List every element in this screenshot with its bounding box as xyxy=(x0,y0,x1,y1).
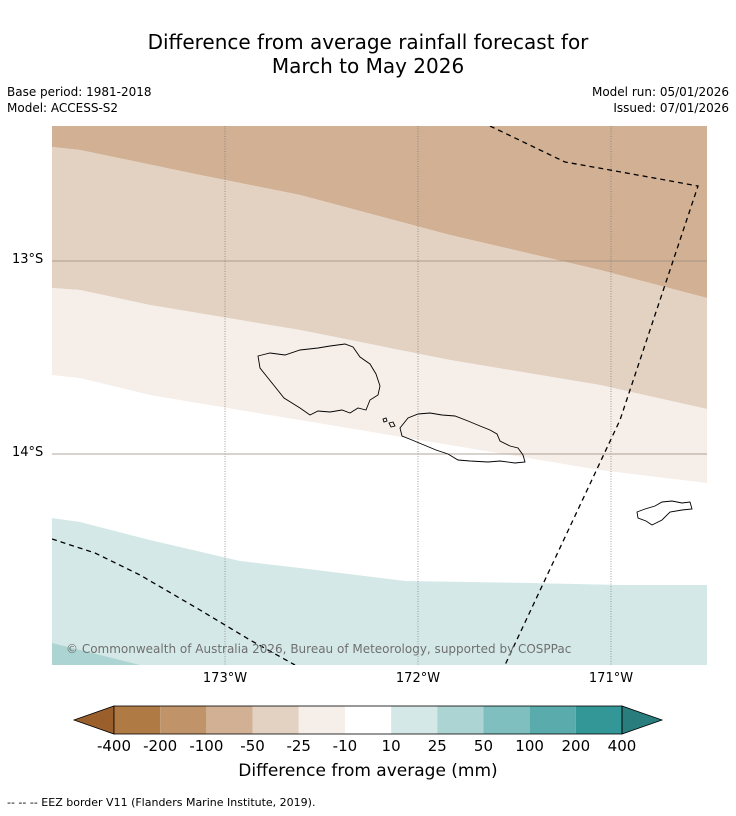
colorbar-tick-label: 25 xyxy=(427,737,447,755)
base-period: Base period: 1981-2018 xyxy=(7,85,152,99)
lon-tick-173w: 173°W xyxy=(202,671,248,686)
colorbar-title: Difference from average (mm) xyxy=(238,761,498,781)
upolu-island xyxy=(399,412,526,464)
lat-tick-13s: 13°S xyxy=(12,252,44,267)
apolima-island xyxy=(382,417,388,423)
colorbar-tick-label: -200 xyxy=(143,737,178,755)
title-line-2: March to May 2026 xyxy=(271,54,465,78)
band-minus100-minus50 xyxy=(52,126,707,298)
colorbar-segment xyxy=(206,706,253,734)
eez-footnote: -- -- -- EEZ border V11 (Flanders Marine… xyxy=(7,796,316,809)
colorbar-segment xyxy=(391,706,438,734)
colorbar-segment xyxy=(252,706,299,734)
colorbar-tick-label: -400 xyxy=(96,737,132,755)
lon-tick-171w: 171°W xyxy=(588,671,634,686)
band-minus50-minus25 xyxy=(52,147,707,409)
colorbar-tick-label: -25 xyxy=(286,737,311,755)
meta-left: Base period: 1981-2018 Model: ACCESS-S2 xyxy=(7,84,152,116)
colorbar-tick-label: 200 xyxy=(561,737,591,755)
colorbar-segment xyxy=(529,706,576,734)
colorbar-tick-label: 10 xyxy=(381,737,401,755)
band-10-25 xyxy=(52,518,707,665)
title-line-1: Difference from average rainfall forecas… xyxy=(147,30,589,54)
colorbar-segment xyxy=(114,706,161,734)
colorbar-tick-label: -10 xyxy=(332,737,358,755)
colorbar-extend-low xyxy=(72,705,115,735)
meta-right: Model run: 05/01/2026 Issued: 07/01/2026 xyxy=(592,84,729,116)
colorbar-tick-label: 50 xyxy=(473,737,493,755)
map-title: Difference from average rainfall forecas… xyxy=(0,30,736,78)
savaii-island xyxy=(257,343,381,416)
lat-tick-14s: 14°S xyxy=(12,445,44,460)
tutuila-island xyxy=(636,500,693,526)
colorbar-segment xyxy=(160,706,207,734)
colorbar-segment xyxy=(437,706,484,734)
lon-tick-172w: 172°W xyxy=(395,671,441,686)
model-run: Model run: 05/01/2026 xyxy=(591,85,729,99)
copyright-notice: © Commonwealth of Australia 2026, Bureau… xyxy=(66,642,572,656)
colorbar-tick-label: -100 xyxy=(189,737,224,755)
colorbar-tick-label: 100 xyxy=(515,737,544,755)
model-name: Model: ACCESS-S2 xyxy=(7,101,119,115)
issued-date: Issued: 07/01/2026 xyxy=(613,101,729,115)
eez-border-south xyxy=(52,538,296,665)
colorbar-extend-high xyxy=(621,705,664,735)
colorbar-segment xyxy=(483,706,530,734)
colorbar-segment xyxy=(575,706,622,734)
colorbar-tick-label: 400 xyxy=(607,737,637,755)
eez-border-east xyxy=(489,126,699,665)
manono-island xyxy=(388,421,396,428)
colorbar-frame xyxy=(113,705,623,735)
colorbar-segment xyxy=(298,706,345,734)
colorbar-tick-label: -50 xyxy=(240,737,265,755)
colorbar-segment xyxy=(344,706,392,734)
band-25-50 xyxy=(52,643,140,665)
